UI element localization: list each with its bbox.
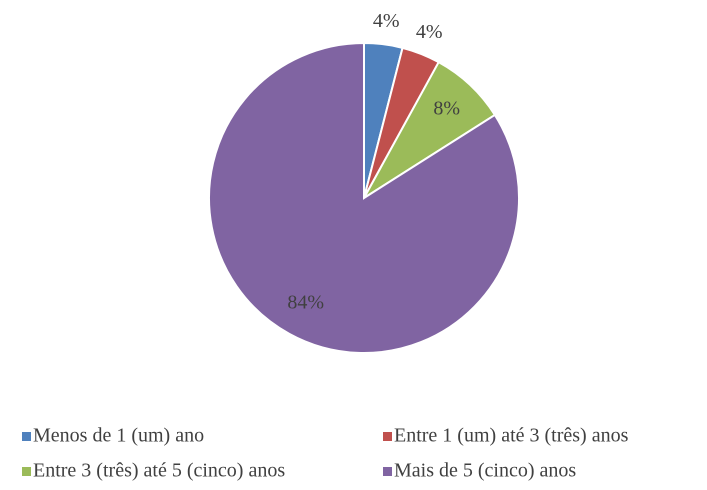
legend-label: Entre 3 (três) até 5 (cinco) anos [33, 460, 285, 482]
data-label: 4% [373, 10, 400, 32]
data-label: 4% [416, 21, 443, 43]
legend-marker [383, 467, 392, 476]
legend-marker [22, 467, 31, 476]
legend-label: Mais de 5 (cinco) anos [394, 460, 576, 482]
legend-marker [383, 432, 392, 441]
legend-label: Menos de 1 (um) ano [33, 425, 204, 447]
data-label: 84% [287, 292, 324, 314]
pie-slice [208, 41, 520, 354]
data-label: 8% [433, 97, 460, 119]
legend-label: Entre 1 (um) até 3 (três) anos [394, 425, 629, 447]
legend-marker [22, 432, 31, 441]
